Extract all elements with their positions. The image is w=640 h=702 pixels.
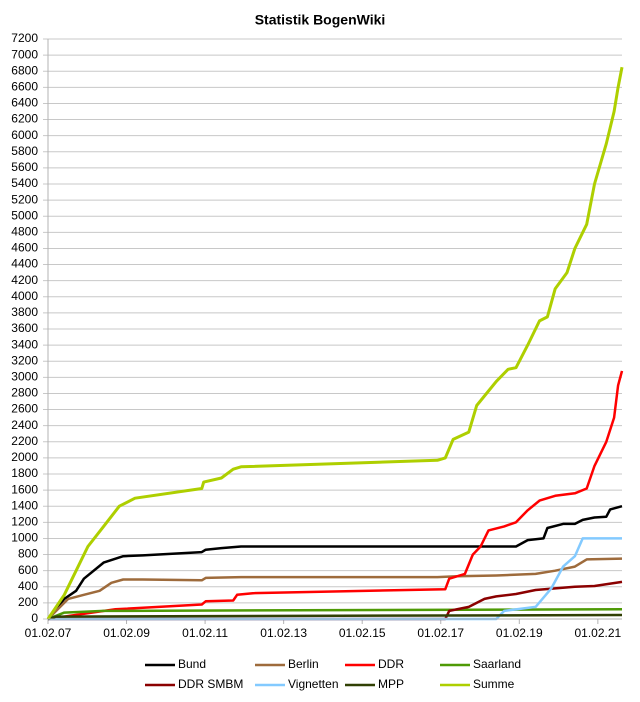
y-tick-label: 4000 bbox=[11, 289, 38, 303]
x-tick-label: 01.02.09 bbox=[103, 626, 150, 640]
x-tick-label: 01.02.15 bbox=[339, 626, 386, 640]
y-tick-label: 4200 bbox=[11, 273, 38, 287]
y-tick-label: 4800 bbox=[11, 225, 38, 239]
y-tick-label: 1600 bbox=[11, 482, 38, 496]
y-tick-label: 2800 bbox=[11, 386, 38, 400]
y-tick-label: 2400 bbox=[11, 418, 38, 432]
legend-label: DDR SMBM bbox=[178, 677, 243, 691]
y-tick-label: 6800 bbox=[11, 63, 38, 77]
series-line bbox=[46, 66, 624, 620]
y-tick-label: 6600 bbox=[11, 80, 38, 94]
chart-title: Statistik BogenWiki bbox=[255, 12, 386, 28]
legend-label: DDR bbox=[378, 657, 404, 671]
y-tick-label: 0 bbox=[31, 611, 38, 625]
y-tick-label: 3000 bbox=[11, 370, 38, 384]
series-line bbox=[47, 370, 624, 621]
x-tick-label: 01.02.21 bbox=[574, 626, 621, 640]
y-tick-label: 5000 bbox=[11, 208, 38, 222]
y-tick-label: 4600 bbox=[11, 241, 38, 255]
y-tick-label: 5600 bbox=[11, 160, 38, 174]
legend-label: Summe bbox=[473, 677, 515, 691]
series-line bbox=[47, 613, 623, 621]
x-tick-label: 01.02.07 bbox=[25, 626, 72, 640]
legend-label: Berlin bbox=[288, 657, 319, 671]
y-tick-label: 1200 bbox=[11, 515, 38, 529]
y-tick-label: 800 bbox=[18, 547, 38, 561]
y-tick-label: 400 bbox=[18, 579, 38, 593]
y-tick-label: 3200 bbox=[11, 353, 38, 367]
y-tick-label: 1000 bbox=[11, 531, 38, 545]
y-tick-label: 6000 bbox=[11, 128, 38, 142]
y-tick-label: 6200 bbox=[11, 112, 38, 126]
y-tick-label: 5400 bbox=[11, 176, 38, 190]
series-line bbox=[47, 504, 623, 620]
y-tick-label: 7000 bbox=[11, 47, 38, 61]
legend-label: Vignetten bbox=[288, 677, 339, 691]
x-tick-label: 01.02.19 bbox=[496, 626, 543, 640]
y-tick-label: 3600 bbox=[11, 321, 38, 335]
legend-label: Saarland bbox=[473, 657, 521, 671]
y-tick-label: 2600 bbox=[11, 402, 38, 416]
y-tick-label: 1400 bbox=[11, 498, 38, 512]
y-tick-label: 5800 bbox=[11, 144, 38, 158]
y-tick-label: 600 bbox=[18, 563, 38, 577]
y-tick-label: 3400 bbox=[11, 337, 38, 351]
y-tick-label: 2000 bbox=[11, 450, 38, 464]
legend-label: Bund bbox=[178, 657, 206, 671]
y-tick-label: 200 bbox=[18, 595, 38, 609]
y-tick-label: 1800 bbox=[11, 466, 38, 480]
x-tick-label: 01.02.13 bbox=[260, 626, 307, 640]
y-tick-label: 3800 bbox=[11, 305, 38, 319]
y-tick-label: 6400 bbox=[11, 96, 38, 110]
x-tick-label: 01.02.17 bbox=[417, 626, 464, 640]
y-tick-label: 4400 bbox=[11, 257, 38, 271]
y-tick-label: 2200 bbox=[11, 434, 38, 448]
x-tick-label: 01.02.11 bbox=[182, 626, 228, 640]
y-tick-label: 5200 bbox=[11, 192, 38, 206]
series-line bbox=[48, 580, 623, 621]
y-tick-label: 7200 bbox=[11, 31, 38, 45]
legend-label: MPP bbox=[378, 677, 404, 691]
series-line bbox=[47, 557, 623, 620]
